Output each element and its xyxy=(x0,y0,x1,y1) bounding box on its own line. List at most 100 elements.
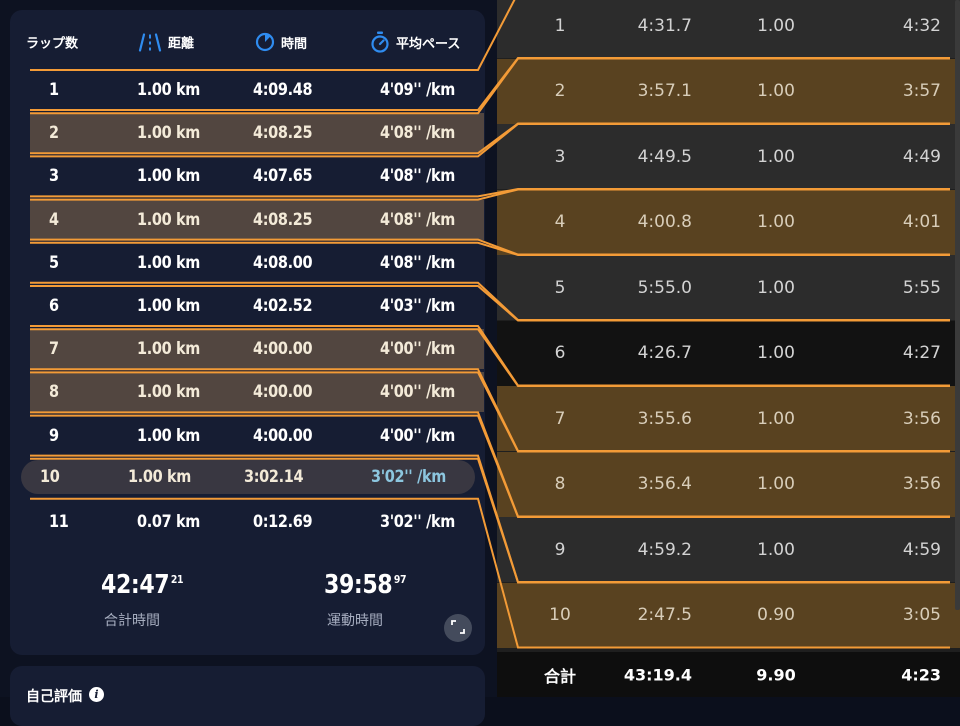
compare-lap-row[interactable]: 1 4:31.7 1.00 4:32 xyxy=(497,0,960,58)
total-time-main: 42:47 xyxy=(101,570,170,600)
compare-lap-distance: 1.00 xyxy=(757,15,795,36)
lap-number: 3 xyxy=(49,166,59,187)
clock-icon xyxy=(255,32,275,52)
lap-pace: 3'02'' /km xyxy=(380,512,456,532)
compare-lap-row[interactable]: 3 4:49.5 1.00 4:49 xyxy=(497,124,960,189)
lap-number: 8 xyxy=(49,382,59,403)
compare-lap-row[interactable]: 10 2:47.5 0.90 3:05 xyxy=(497,582,960,648)
header-lap-label: ラップ数 xyxy=(26,36,79,52)
lap-row[interactable]: 7 1.00 km 4:00.00 4'00'' /km xyxy=(30,329,484,370)
compare-lap-pace: 4:32 xyxy=(902,15,941,36)
compare-lap-time: 2:47.5 xyxy=(637,605,692,625)
lap-row[interactable]: 10 1.00 km 3:02.14 3'02'' /km xyxy=(21,459,475,494)
compare-lap-row[interactable]: 2 3:57.1 1.00 3:57 xyxy=(497,58,960,124)
header-distance: 距離 xyxy=(138,33,194,52)
compare-lap-row[interactable]: 8 3:56.4 1.00 3:56 xyxy=(497,451,960,517)
lap-time: 4:00.00 xyxy=(253,425,313,446)
lap-distance: 1.00 km xyxy=(137,252,200,273)
header-time: 時間 xyxy=(255,32,307,52)
header-pace-label: 平均ペース xyxy=(396,36,461,52)
compare-lap-row[interactable]: 6 4:26.7 1.00 4:27 xyxy=(497,320,960,386)
lap-number: 10 xyxy=(40,466,60,487)
scrollbar[interactable] xyxy=(955,0,960,610)
total-time-label: 合計時間 xyxy=(104,613,160,629)
header-time-label: 時間 xyxy=(281,36,308,52)
lap-row[interactable]: 4 1.00 km 4:08.25 4'08'' /km xyxy=(30,199,484,240)
moving-time-label: 運動時間 xyxy=(327,613,383,629)
expand-button[interactable] xyxy=(444,614,472,642)
total-label: 合計 xyxy=(543,666,577,686)
comparison-lap-table: 1 4:31.7 1.00 4:32 2 3:57.1 1.00 3:57 3 4:49.5 1.0… xyxy=(497,0,960,697)
lap-row[interactable]: 3 1.00 km 4:07.65 4'08'' /km xyxy=(30,156,484,196)
lap-number: 7 xyxy=(49,339,59,360)
compare-lap-row[interactable]: 7 3:55.6 1.00 3:56 xyxy=(497,386,960,451)
moving-time-value: 39:58 97 xyxy=(324,570,407,600)
lap-time: 4:08.00 xyxy=(253,252,313,273)
lap-pace: 4'00'' /km xyxy=(380,382,456,403)
total-row: 合計 43:19.4 9.90 4:23 xyxy=(497,652,960,697)
compare-lap-row[interactable]: 4 4:00.8 1.00 4:01 xyxy=(497,189,960,255)
lap-pace: 3'02'' /km xyxy=(371,466,447,487)
lap-time: 4:00.00 xyxy=(253,339,313,360)
lap-time: 4:08.25 xyxy=(253,123,313,144)
compare-lap-distance: 1.00 xyxy=(757,408,795,429)
lap-distance: 1.00 km xyxy=(137,123,200,144)
lap-pace: 4'09'' /km xyxy=(380,80,456,100)
info-icon[interactable]: i xyxy=(89,687,104,702)
compare-lap-time: 3:56.4 xyxy=(637,474,692,494)
lap-number: 5 xyxy=(49,252,59,273)
compare-lap-time: 3:57.1 xyxy=(637,81,692,101)
compare-lap-number: 3 xyxy=(554,146,566,167)
road-icon xyxy=(138,33,162,51)
lap-distance: 1.00 km xyxy=(137,425,200,446)
compare-lap-number: 2 xyxy=(554,81,566,101)
lap-time: 4:00.00 xyxy=(253,382,313,403)
header-pace: 平均ペース xyxy=(370,31,460,53)
lap-pace: 4'08'' /km xyxy=(380,252,456,273)
lap-row[interactable]: 6 1.00 km 4:02.52 4'03'' /km xyxy=(30,286,484,326)
compare-lap-distance: 1.00 xyxy=(757,81,795,101)
compare-lap-row[interactable]: 5 5:55.0 1.00 5:55 xyxy=(497,255,960,320)
compare-lap-number: 9 xyxy=(554,539,566,560)
lap-row[interactable]: 8 1.00 km 4:00.00 4'00'' /km xyxy=(30,372,484,413)
compare-lap-distance: 1.00 xyxy=(757,212,795,232)
moving-time-frac: 97 xyxy=(393,573,407,586)
lap-distance: 1.00 km xyxy=(137,296,200,316)
compare-lap-distance: 1.00 xyxy=(757,146,795,167)
self-evaluation-label: 自己評価 xyxy=(26,689,82,705)
lap-time: 4:09.48 xyxy=(253,80,313,100)
compare-lap-pace: 5:55 xyxy=(902,277,941,298)
lap-pace: 4'08'' /km xyxy=(380,209,456,230)
total-time-frac: 21 xyxy=(170,573,184,586)
total-time: 43:19.4 xyxy=(623,665,692,684)
expand-icon xyxy=(451,619,465,638)
compare-lap-time: 4:00.8 xyxy=(637,212,692,232)
lap-row[interactable]: 11 0.07 km 0:12.69 3'02'' /km xyxy=(30,502,484,542)
lap-pace: 4'03'' /km xyxy=(380,296,456,316)
lap-time: 0:12.69 xyxy=(253,512,313,532)
compare-lap-pace: 4:01 xyxy=(902,212,941,232)
lap-number: 6 xyxy=(49,296,59,316)
compare-lap-number: 1 xyxy=(554,15,566,36)
compare-lap-time: 4:49.5 xyxy=(637,146,692,167)
compare-lap-time: 3:55.6 xyxy=(637,408,692,429)
lap-row[interactable]: 2 1.00 km 4:08.25 4'08'' /km xyxy=(30,113,484,154)
lap-distance: 1.00 km xyxy=(137,339,200,360)
header-lap: ラップ数 xyxy=(26,33,78,52)
lap-pace: 4'00'' /km xyxy=(380,425,456,446)
compare-lap-number: 7 xyxy=(554,408,566,429)
compare-lap-number: 8 xyxy=(554,474,566,494)
compare-lap-row[interactable]: 9 4:59.2 1.00 4:59 xyxy=(497,517,960,582)
lap-pace: 4'08'' /km xyxy=(380,123,456,144)
lap-pace: 4'00'' /km xyxy=(380,339,456,360)
lap-row[interactable]: 1 1.00 km 4:09.48 4'09'' /km xyxy=(30,70,484,110)
compare-lap-distance: 0.90 xyxy=(757,605,795,625)
lap-row[interactable]: 9 1.00 km 4:00.00 4'00'' /km xyxy=(30,416,484,456)
lap-row[interactable]: 5 1.00 km 4:08.00 4'08'' /km xyxy=(30,243,484,283)
compare-lap-time: 4:31.7 xyxy=(637,15,692,36)
lap-distance: 1.00 km xyxy=(137,166,200,187)
compare-lap-pace: 3:56 xyxy=(902,474,941,494)
total-distance: 9.90 xyxy=(756,665,796,684)
compare-lap-pace: 3:56 xyxy=(902,408,941,429)
lap-distance: 1.00 km xyxy=(137,209,200,230)
